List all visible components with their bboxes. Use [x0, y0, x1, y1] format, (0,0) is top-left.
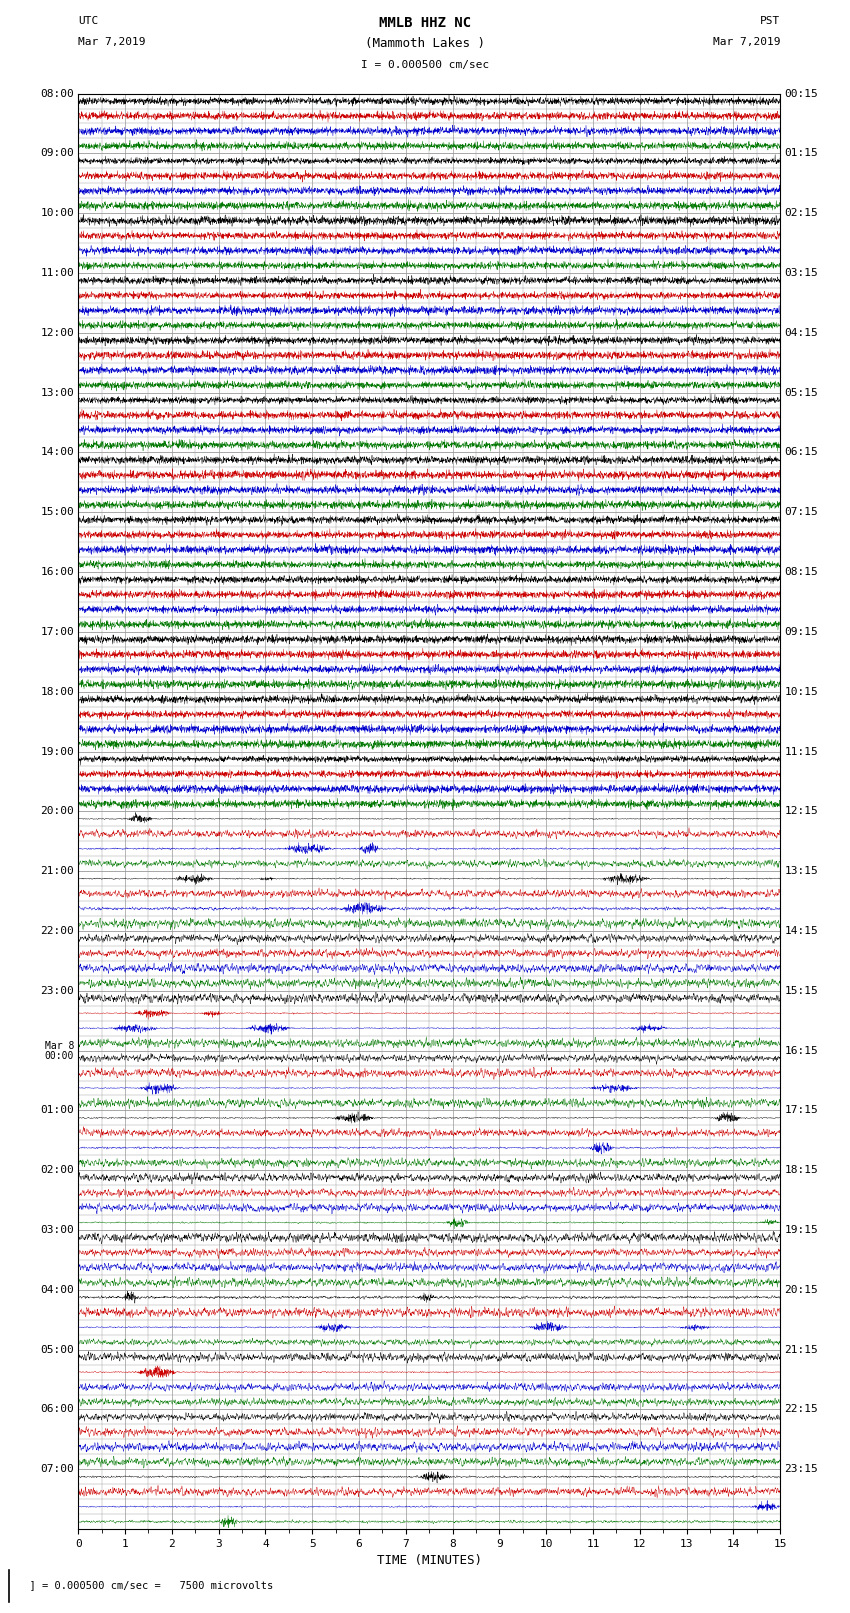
Text: 02:00: 02:00	[40, 1165, 74, 1176]
Text: 12:00: 12:00	[40, 327, 74, 337]
Text: 01:00: 01:00	[40, 1105, 74, 1116]
Text: 02:15: 02:15	[785, 208, 819, 218]
Text: Mar 7,2019: Mar 7,2019	[78, 37, 145, 47]
Text: 15:15: 15:15	[785, 986, 819, 995]
Text: 23:15: 23:15	[785, 1465, 819, 1474]
Text: 19:00: 19:00	[40, 747, 74, 756]
Text: 19:15: 19:15	[785, 1224, 819, 1236]
Text: 05:15: 05:15	[785, 387, 819, 398]
Text: 10:00: 10:00	[40, 208, 74, 218]
Text: 16:00: 16:00	[40, 568, 74, 577]
Text: 16:15: 16:15	[785, 1045, 819, 1055]
Text: 12:15: 12:15	[785, 806, 819, 816]
Text: 17:00: 17:00	[40, 627, 74, 637]
Text: 14:00: 14:00	[40, 447, 74, 458]
Text: 22:15: 22:15	[785, 1405, 819, 1415]
Text: 11:15: 11:15	[785, 747, 819, 756]
Text: 21:00: 21:00	[40, 866, 74, 876]
Text: 13:00: 13:00	[40, 387, 74, 398]
Text: 07:00: 07:00	[40, 1465, 74, 1474]
Text: 09:00: 09:00	[40, 148, 74, 158]
Text: PST: PST	[760, 16, 780, 26]
Text: 08:15: 08:15	[785, 568, 819, 577]
Text: 03:15: 03:15	[785, 268, 819, 277]
Text: 18:00: 18:00	[40, 687, 74, 697]
Text: (Mammoth Lakes ): (Mammoth Lakes )	[365, 37, 485, 50]
Text: 09:15: 09:15	[785, 627, 819, 637]
Text: 05:00: 05:00	[40, 1345, 74, 1355]
Text: 04:00: 04:00	[40, 1286, 74, 1295]
Text: 13:15: 13:15	[785, 866, 819, 876]
Text: 10:15: 10:15	[785, 687, 819, 697]
Text: ] = 0.000500 cm/sec =   7500 microvolts: ] = 0.000500 cm/sec = 7500 microvolts	[17, 1581, 273, 1590]
Text: 11:00: 11:00	[40, 268, 74, 277]
Text: 03:00: 03:00	[40, 1224, 74, 1236]
Text: Mar 7,2019: Mar 7,2019	[713, 37, 780, 47]
Text: 04:15: 04:15	[785, 327, 819, 337]
Text: 06:15: 06:15	[785, 447, 819, 458]
Text: 17:15: 17:15	[785, 1105, 819, 1116]
Text: 15:00: 15:00	[40, 506, 74, 518]
Text: 18:15: 18:15	[785, 1165, 819, 1176]
Text: 07:15: 07:15	[785, 506, 819, 518]
Text: 14:15: 14:15	[785, 926, 819, 936]
Text: 08:00: 08:00	[40, 89, 74, 98]
Text: I = 0.000500 cm/sec: I = 0.000500 cm/sec	[361, 60, 489, 69]
Text: 06:00: 06:00	[40, 1405, 74, 1415]
Text: UTC: UTC	[78, 16, 99, 26]
X-axis label: TIME (MINUTES): TIME (MINUTES)	[377, 1555, 482, 1568]
Text: 20:00: 20:00	[40, 806, 74, 816]
Text: 00:15: 00:15	[785, 89, 819, 98]
Text: MMLB HHZ NC: MMLB HHZ NC	[379, 16, 471, 31]
Text: Mar 8
00:00: Mar 8 00:00	[44, 1040, 74, 1061]
Text: 01:15: 01:15	[785, 148, 819, 158]
Text: 21:15: 21:15	[785, 1345, 819, 1355]
Text: 20:15: 20:15	[785, 1286, 819, 1295]
Text: 23:00: 23:00	[40, 986, 74, 995]
Text: 22:00: 22:00	[40, 926, 74, 936]
